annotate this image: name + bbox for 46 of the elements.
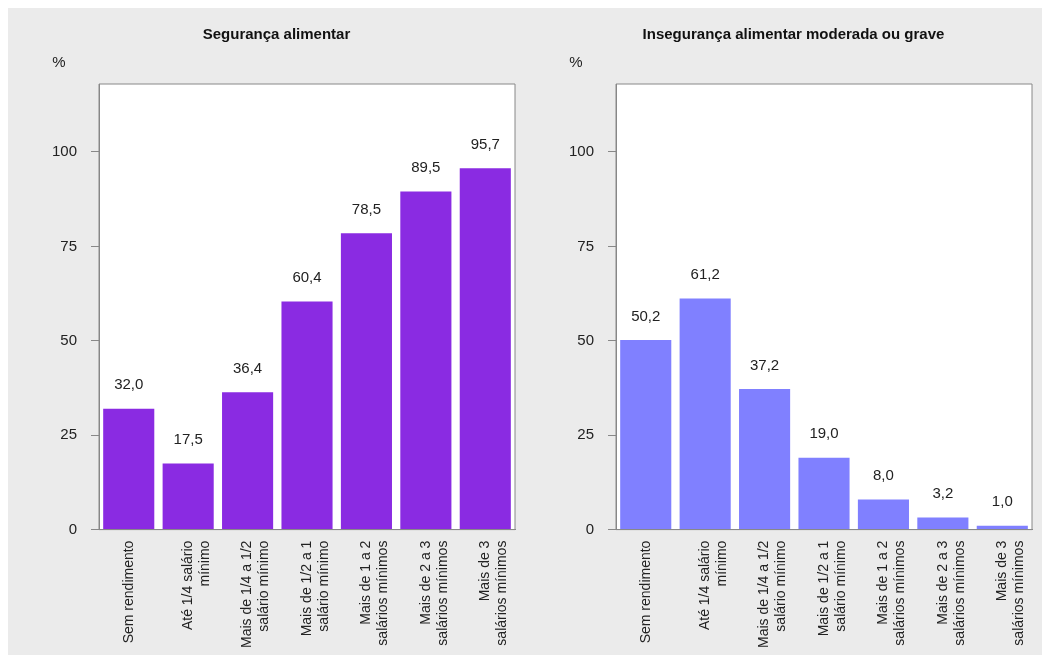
bar	[281, 301, 333, 530]
data-label: 17,5	[173, 430, 203, 448]
bar	[340, 233, 392, 530]
x-tick-label: Sem rendimento	[119, 540, 136, 644]
y-tick-label: 25	[60, 425, 78, 443]
data-label: 61,2	[690, 265, 720, 283]
data-label: 95,7	[470, 134, 500, 152]
y-axis-title: %	[569, 52, 583, 70]
data-label: 36,4	[232, 358, 263, 376]
y-tick-label: 75	[577, 236, 595, 254]
bar	[976, 525, 1028, 530]
y-tick-label: 50	[60, 330, 78, 348]
data-label: 60,4	[292, 268, 322, 286]
bar	[103, 408, 155, 530]
data-label: 32,0	[114, 375, 144, 393]
bar	[917, 517, 969, 530]
x-tick-label: Sem rendimento	[636, 540, 653, 644]
y-tick-label: 50	[577, 330, 595, 348]
y-tick-label: 100	[569, 142, 595, 160]
bar	[739, 389, 791, 530]
y-tick-label: 100	[52, 142, 78, 160]
y-tick-label: 0	[585, 519, 595, 537]
chart-title: Insegurança alimentar moderada ou grave	[642, 25, 945, 43]
data-label: 3,2	[932, 484, 954, 502]
bar	[620, 340, 672, 530]
bar	[679, 298, 731, 530]
bar	[400, 191, 452, 530]
y-tick-label: 25	[577, 425, 595, 443]
y-axis-title: %	[52, 52, 66, 70]
bar	[162, 463, 214, 530]
x-tick-label: Até 1/4 salário mínimo	[696, 540, 729, 631]
x-tick-label: Até 1/4 salário mínimo	[179, 540, 212, 631]
data-label: 50,2	[631, 306, 661, 324]
data-label: 8,0	[873, 466, 894, 484]
data-label: 19,0	[809, 424, 839, 442]
bar	[798, 457, 850, 530]
y-tick-label: 75	[60, 236, 78, 254]
data-label: 1,0	[991, 492, 1013, 510]
chart-title: Segurança alimentar	[202, 25, 351, 43]
y-tick-label: 0	[68, 519, 78, 537]
data-label: 78,5	[351, 199, 382, 217]
bar	[222, 392, 274, 530]
data-label: 37,2	[749, 355, 780, 373]
bar	[459, 168, 511, 530]
data-label: 89,5	[411, 158, 441, 176]
bar	[857, 499, 909, 530]
